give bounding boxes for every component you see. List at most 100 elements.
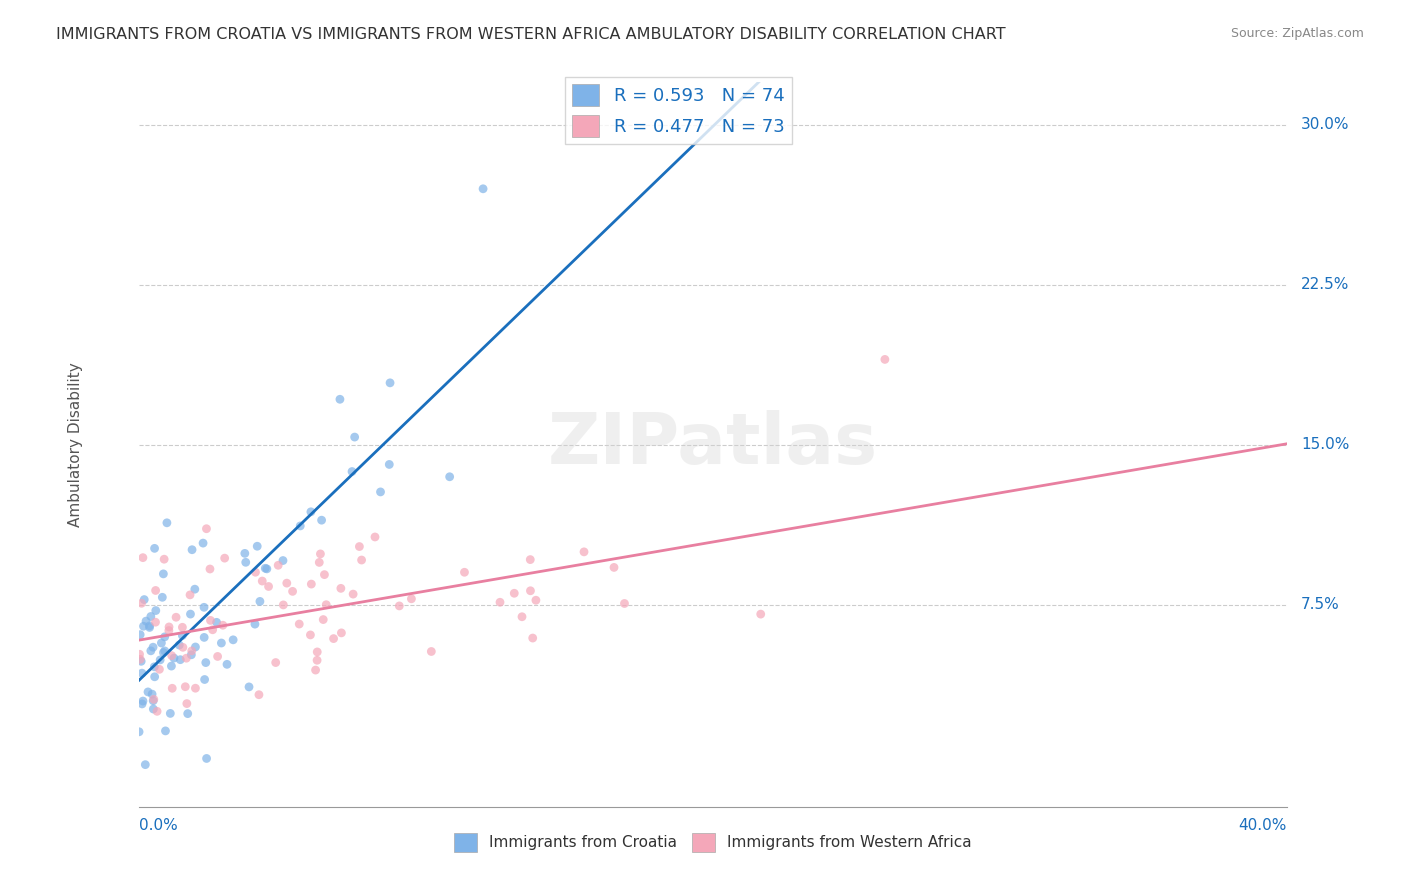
Point [245, 566, 267, 580]
Point [157, 620, 180, 634]
Point [172, 628, 194, 642]
Point [179, 588, 201, 602]
Point [281, 584, 304, 599]
Point [167, 638, 190, 652]
Point [132, 694, 155, 708]
Point [572, 545, 595, 559]
Point [143, 670, 166, 684]
Point [329, 392, 352, 407]
Point [195, 522, 218, 536]
Point [290, 519, 312, 533]
Point [439, 469, 461, 483]
Point [193, 600, 215, 615]
Point [401, 591, 423, 606]
Point [349, 540, 371, 554]
Point [132, 550, 155, 565]
Point [184, 582, 207, 597]
Text: IMMIGRANTS FROM CROATIA VS IMMIGRANTS FROM WESTERN AFRICA AMBULATORY DISABILITY : IMMIGRANTS FROM CROATIA VS IMMIGRANTS FR… [56, 27, 1005, 42]
Point [350, 553, 373, 567]
Point [157, 624, 180, 638]
Point [273, 598, 295, 612]
Point [165, 610, 187, 624]
Point [134, 757, 156, 772]
Point [472, 182, 495, 196]
Point [156, 516, 179, 530]
Text: ZIPatlas: ZIPatlas [547, 410, 877, 479]
Point [307, 653, 329, 667]
Point [370, 484, 392, 499]
Point [142, 640, 165, 655]
Point [174, 680, 197, 694]
Point [138, 620, 160, 634]
Point [299, 577, 322, 591]
Point [235, 555, 257, 569]
Point [195, 751, 218, 765]
Point [613, 597, 636, 611]
Point [276, 576, 298, 591]
Point [249, 594, 271, 608]
Point [160, 659, 183, 673]
Point [329, 582, 352, 596]
Point [238, 680, 260, 694]
Point [145, 603, 167, 617]
Point [141, 687, 163, 701]
Point [153, 644, 176, 658]
Point [312, 613, 335, 627]
Point [200, 614, 222, 628]
Point [155, 723, 177, 738]
Point [315, 598, 337, 612]
Point [176, 697, 198, 711]
Point [191, 536, 214, 550]
Point [162, 681, 184, 696]
Point [288, 617, 311, 632]
Point [299, 628, 322, 642]
Point [307, 645, 329, 659]
Point [212, 618, 235, 632]
Point [519, 552, 541, 566]
Point [139, 609, 162, 624]
Point [378, 458, 401, 472]
Point [201, 623, 224, 637]
Point [176, 651, 198, 665]
Point [153, 630, 176, 644]
Point [152, 566, 174, 581]
Point [150, 591, 173, 605]
Point [519, 583, 541, 598]
Point [304, 663, 326, 677]
Point [145, 583, 167, 598]
Point [309, 547, 332, 561]
Point [150, 636, 173, 650]
Point [256, 562, 278, 576]
Point [146, 704, 169, 718]
Point [524, 593, 547, 607]
Point [271, 553, 294, 567]
Point [172, 620, 194, 634]
Point [340, 465, 363, 479]
Point [205, 615, 228, 630]
Point [749, 607, 772, 621]
Point [453, 566, 475, 580]
Point [169, 653, 191, 667]
Point [129, 628, 152, 642]
Point [149, 653, 172, 667]
Point [322, 632, 344, 646]
Point [873, 352, 896, 367]
Point [252, 574, 274, 588]
Text: Ambulatory Disability: Ambulatory Disability [67, 362, 83, 527]
Point [129, 652, 152, 666]
Point [134, 592, 156, 607]
Point [510, 609, 533, 624]
Point [142, 694, 165, 708]
Point [152, 646, 174, 660]
Point [330, 626, 353, 640]
Point [342, 587, 364, 601]
Point [128, 647, 150, 661]
Point [194, 656, 217, 670]
Point [159, 706, 181, 721]
Point [194, 673, 217, 687]
Point [131, 596, 153, 610]
Point [131, 697, 153, 711]
Point [420, 644, 443, 658]
Point [214, 551, 236, 566]
Point [198, 562, 221, 576]
